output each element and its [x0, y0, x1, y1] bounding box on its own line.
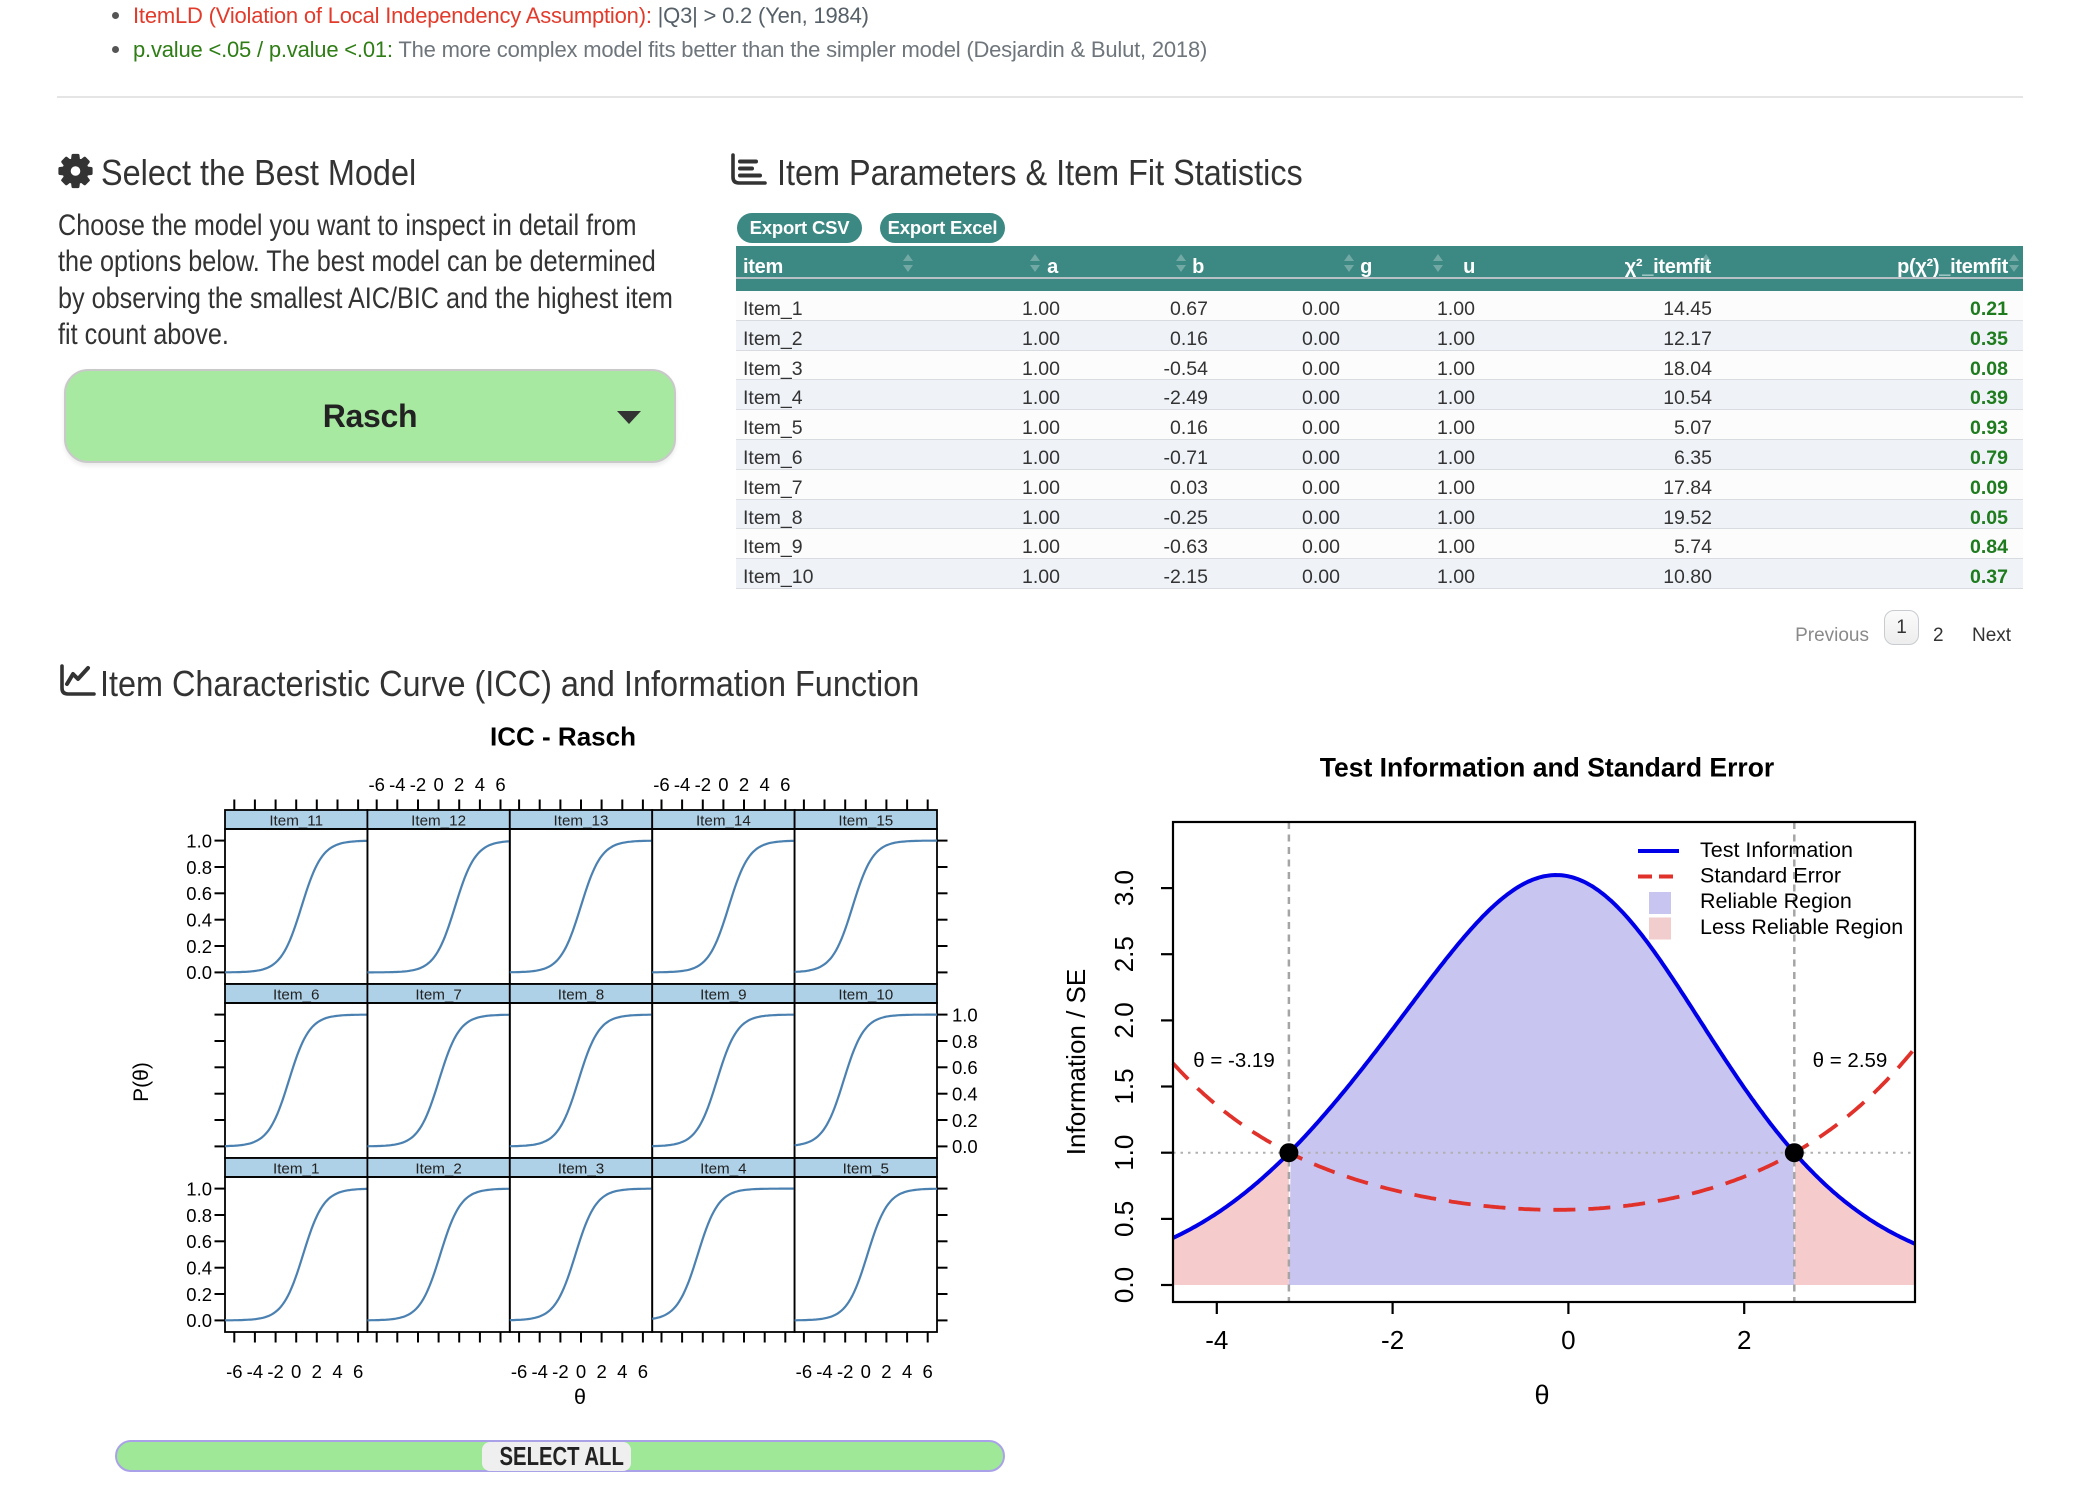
svg-text:Test Information: Test Information — [1700, 838, 1853, 862]
svg-text:0: 0 — [576, 1361, 586, 1382]
svg-text:-6: -6 — [226, 1361, 242, 1382]
svg-text:0.0: 0.0 — [952, 1136, 978, 1157]
svg-text:4: 4 — [902, 1361, 912, 1382]
svg-text:Item_9: Item_9 — [700, 986, 746, 1003]
svg-text:θ = -3.19: θ = -3.19 — [1193, 1049, 1275, 1072]
svg-text:0.2: 0.2 — [186, 1284, 212, 1305]
svg-text:0.2: 0.2 — [952, 1110, 978, 1131]
svg-text:6: 6 — [638, 1361, 648, 1382]
svg-text:-2: -2 — [552, 1361, 568, 1382]
svg-text:0.6: 0.6 — [952, 1057, 978, 1078]
svg-text:0.8: 0.8 — [186, 857, 212, 878]
svg-text:0: 0 — [861, 1361, 871, 1382]
svg-text:θ: θ — [1534, 1380, 1549, 1410]
svg-text:2: 2 — [596, 1361, 606, 1382]
svg-text:Item_11: Item_11 — [269, 812, 323, 829]
svg-text:0.6: 0.6 — [186, 883, 212, 904]
svg-text:4: 4 — [332, 1361, 342, 1382]
svg-text:Item_15: Item_15 — [838, 812, 893, 829]
svg-text:Standard Error: Standard Error — [1700, 864, 1841, 888]
svg-text:2: 2 — [739, 774, 749, 795]
svg-text:0: 0 — [291, 1361, 301, 1382]
svg-text:Item_1: Item_1 — [273, 1160, 319, 1177]
svg-text:6: 6 — [353, 1361, 363, 1382]
svg-text:0.4: 0.4 — [186, 1258, 212, 1279]
svg-text:-2: -2 — [1381, 1325, 1404, 1355]
svg-text:Item_12: Item_12 — [411, 812, 466, 829]
svg-text:-6: -6 — [511, 1361, 527, 1382]
svg-text:-6: -6 — [368, 774, 384, 795]
svg-text:1.0: 1.0 — [186, 830, 212, 851]
svg-text:Item_13: Item_13 — [554, 812, 609, 829]
svg-text:0.0: 0.0 — [186, 962, 212, 983]
svg-text:Information / SE: Information / SE — [1061, 969, 1091, 1155]
svg-text:Test Information and Standard: Test Information and Standard Error — [1320, 753, 1774, 783]
svg-text:2: 2 — [881, 1361, 891, 1382]
svg-text:Less Reliable Region: Less Reliable Region — [1700, 915, 1903, 939]
svg-text:0: 0 — [1561, 1325, 1575, 1355]
svg-text:-4: -4 — [531, 1361, 547, 1382]
svg-text:3.0: 3.0 — [1109, 870, 1139, 906]
svg-text:2: 2 — [454, 774, 464, 795]
svg-text:2: 2 — [312, 1361, 322, 1382]
svg-text:1.0: 1.0 — [186, 1178, 212, 1199]
svg-text:Item_6: Item_6 — [273, 986, 319, 1003]
svg-text:Item_4: Item_4 — [700, 1160, 746, 1177]
svg-text:0.5: 0.5 — [1109, 1201, 1139, 1237]
svg-text:-2: -2 — [267, 1361, 283, 1382]
svg-text:-4: -4 — [247, 1361, 263, 1382]
svg-text:0.8: 0.8 — [186, 1205, 212, 1226]
svg-text:θ: θ — [574, 1385, 586, 1409]
svg-text:2: 2 — [1737, 1325, 1751, 1355]
svg-text:-4: -4 — [816, 1361, 832, 1382]
svg-text:Item_8: Item_8 — [558, 986, 604, 1003]
svg-text:Item_5: Item_5 — [843, 1160, 889, 1177]
svg-text:0.4: 0.4 — [186, 910, 212, 931]
svg-text:θ = 2.59: θ = 2.59 — [1813, 1049, 1888, 1072]
svg-text:-6: -6 — [653, 774, 669, 795]
svg-text:4: 4 — [475, 774, 485, 795]
svg-text:-2: -2 — [410, 774, 426, 795]
svg-text:-2: -2 — [695, 774, 711, 795]
svg-text:1.5: 1.5 — [1109, 1068, 1139, 1104]
svg-text:2.0: 2.0 — [1109, 1002, 1139, 1038]
svg-text:Item_2: Item_2 — [415, 1160, 461, 1177]
svg-text:Item_10: Item_10 — [838, 986, 893, 1003]
svg-text:4: 4 — [617, 1361, 627, 1382]
svg-text:0.0: 0.0 — [186, 1310, 212, 1331]
svg-text:-4: -4 — [389, 774, 405, 795]
svg-text:6: 6 — [780, 774, 790, 795]
svg-text:0.2: 0.2 — [186, 936, 212, 957]
svg-text:Item_3: Item_3 — [558, 1160, 604, 1177]
svg-text:6: 6 — [495, 774, 505, 795]
svg-text:4: 4 — [760, 774, 770, 795]
svg-text:1.0: 1.0 — [1109, 1135, 1139, 1171]
svg-text:0.8: 0.8 — [952, 1031, 978, 1052]
svg-text:-2: -2 — [837, 1361, 853, 1382]
svg-text:0: 0 — [718, 774, 728, 795]
svg-text:Item_14: Item_14 — [696, 812, 751, 829]
svg-text:0: 0 — [433, 774, 443, 795]
svg-text:-4: -4 — [1205, 1325, 1228, 1355]
svg-text:-4: -4 — [674, 774, 690, 795]
svg-text:Reliable Region: Reliable Region — [1700, 889, 1852, 913]
svg-text:ICC - Rasch: ICC - Rasch — [490, 722, 636, 752]
svg-text:2.5: 2.5 — [1109, 936, 1139, 972]
svg-text:-6: -6 — [796, 1361, 812, 1382]
svg-text:1.0: 1.0 — [952, 1004, 978, 1025]
svg-text:Item_7: Item_7 — [415, 986, 461, 1003]
svg-text:P(θ): P(θ) — [130, 1062, 153, 1102]
svg-text:0.4: 0.4 — [952, 1084, 978, 1105]
svg-text:0.0: 0.0 — [1109, 1267, 1139, 1303]
svg-text:6: 6 — [923, 1361, 933, 1382]
svg-text:0.6: 0.6 — [186, 1231, 212, 1252]
